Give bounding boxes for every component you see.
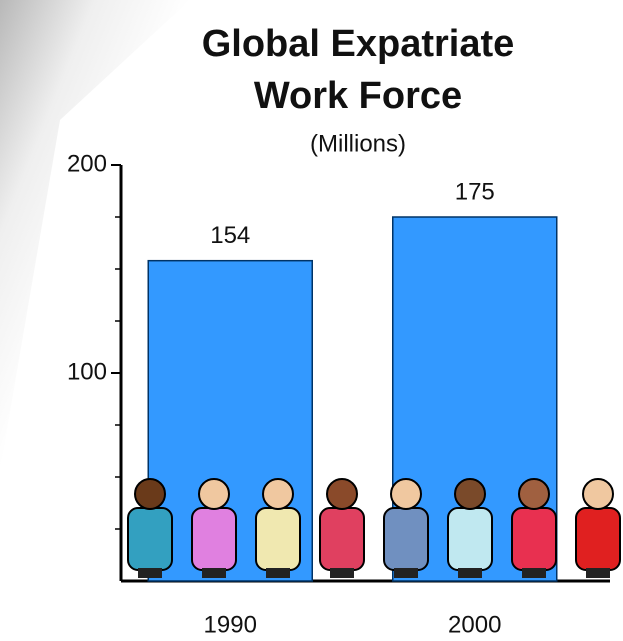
chart-title: Work Force <box>254 75 462 117</box>
person-body <box>511 507 557 571</box>
person-head <box>582 478 614 510</box>
person-head <box>262 478 294 510</box>
people-illustration <box>127 478 621 578</box>
person-legs <box>394 568 418 578</box>
value-label: 175 <box>455 178 495 205</box>
person-legs <box>458 568 482 578</box>
person-legs <box>138 568 162 578</box>
person-head <box>454 478 486 510</box>
background-decoration <box>0 0 190 470</box>
person-head <box>390 478 422 510</box>
person-body <box>255 507 301 571</box>
x-tick-label: 1990 <box>204 611 257 638</box>
person-head <box>518 478 550 510</box>
person-body <box>575 507 621 571</box>
person-head <box>198 478 230 510</box>
chart-title: Global Expatriate <box>202 23 515 65</box>
person-legs <box>266 568 290 578</box>
person-body <box>447 507 493 571</box>
person-legs <box>330 568 354 578</box>
person-head <box>134 478 166 510</box>
y-tick-label: 200 <box>67 150 107 177</box>
person-body <box>127 507 173 571</box>
person-body <box>383 507 429 571</box>
person-legs <box>522 568 546 578</box>
person-legs <box>202 568 226 578</box>
person-body <box>319 507 365 571</box>
person-body <box>191 507 237 571</box>
y-tick-label: 100 <box>67 358 107 385</box>
person-legs <box>586 568 610 578</box>
chart-subtitle: (Millions) <box>310 130 406 157</box>
value-label: 154 <box>210 222 250 249</box>
person-head <box>326 478 358 510</box>
x-tick-label: 2000 <box>448 611 501 638</box>
